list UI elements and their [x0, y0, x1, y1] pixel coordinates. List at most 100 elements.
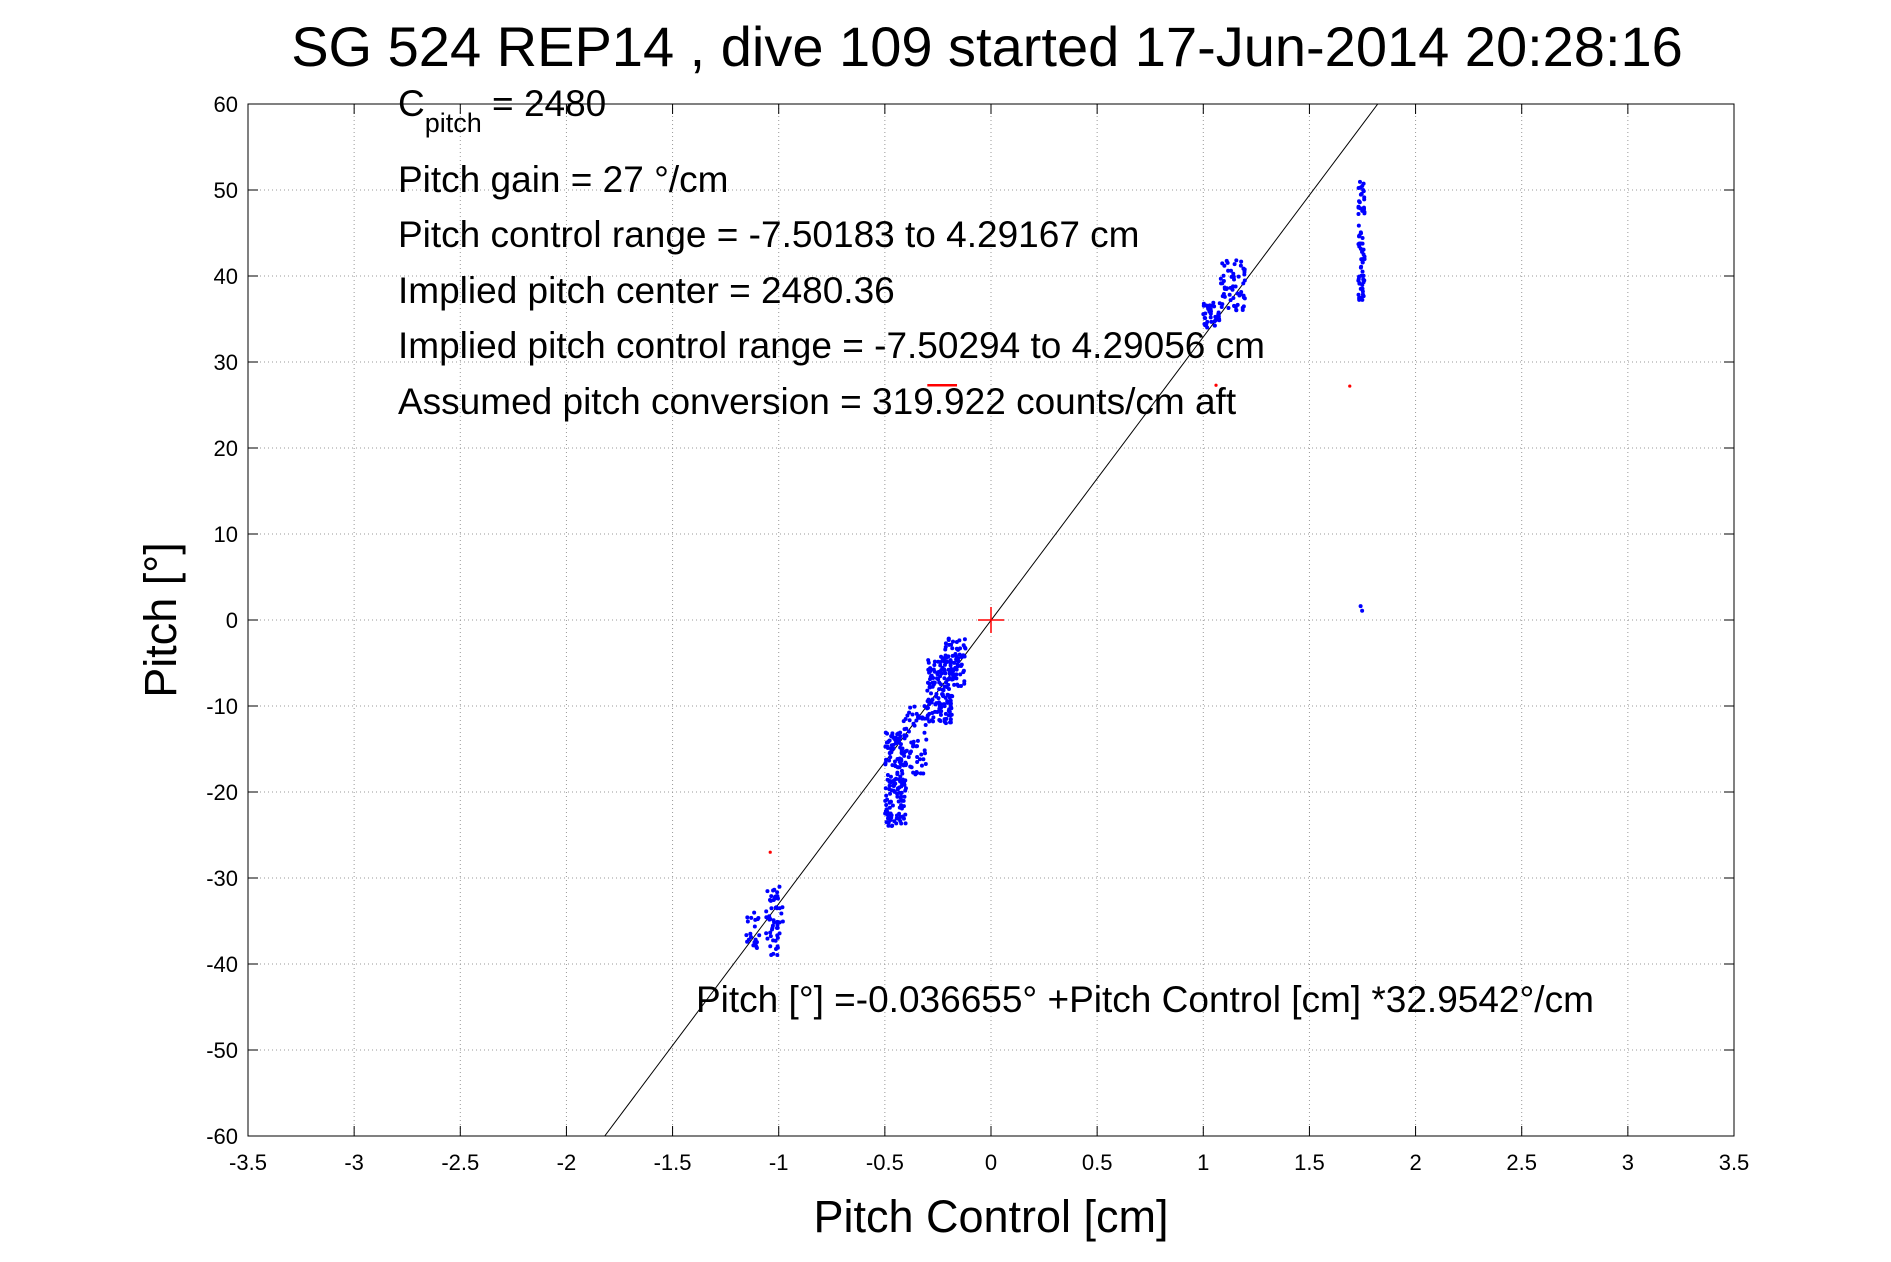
blue-data-point	[1359, 257, 1364, 262]
blue-data-point	[959, 655, 964, 660]
blue-data-point	[764, 909, 769, 914]
blue-data-point	[949, 642, 954, 647]
blue-data-point	[1360, 292, 1365, 297]
x-tick-label: 1	[1197, 1150, 1209, 1175]
blue-data-point	[884, 793, 889, 798]
blue-data-point	[908, 705, 913, 710]
blue-data-point	[892, 763, 897, 768]
blue-data-point	[883, 786, 888, 791]
blue-data-point	[889, 780, 894, 785]
blue-data-point	[1219, 281, 1224, 286]
y-axis-label: Pitch [°]	[135, 542, 186, 698]
blue-data-point	[1202, 316, 1207, 321]
blue-data-point	[956, 684, 961, 689]
blue-data-point	[883, 760, 888, 765]
blue-data-point	[1358, 604, 1363, 609]
blue-data-point	[923, 761, 928, 766]
blue-data-point	[887, 738, 892, 743]
y-tick-label: 30	[214, 350, 238, 375]
blue-data-point	[894, 741, 899, 746]
y-tick-label: -60	[206, 1124, 238, 1149]
blue-data-point	[938, 660, 943, 665]
blue-data-point	[890, 803, 895, 808]
x-tick-label: -2	[557, 1150, 577, 1175]
blue-data-point	[926, 660, 931, 665]
blue-data-point	[912, 723, 917, 728]
blue-data-point	[901, 816, 906, 821]
blue-data-point	[961, 668, 966, 673]
blue-data-point	[1238, 292, 1243, 297]
blue-data-point	[900, 771, 905, 776]
blue-data-point	[942, 719, 947, 724]
blue-data-point	[899, 746, 904, 751]
blue-data-point	[958, 672, 963, 677]
blue-data-point	[929, 718, 934, 723]
blue-data-point	[1204, 322, 1209, 327]
blue-data-point	[930, 697, 935, 702]
blue-data-point	[1218, 276, 1223, 281]
blue-data-point	[942, 658, 947, 663]
blue-data-point	[1362, 197, 1367, 202]
blue-data-point	[942, 704, 947, 709]
blue-data-point	[903, 821, 908, 826]
blue-data-point	[1201, 312, 1206, 317]
blue-data-point	[898, 761, 903, 766]
blue-data-point	[884, 803, 889, 808]
blue-data-point	[924, 737, 929, 742]
blue-data-point	[1356, 223, 1361, 228]
blue-data-point	[1216, 312, 1221, 317]
blue-data-point	[933, 702, 938, 707]
x-tick-label: -2.5	[441, 1150, 479, 1175]
blue-data-point	[919, 752, 924, 757]
blue-data-point	[888, 755, 893, 760]
blue-data-point	[1222, 286, 1227, 291]
blue-data-point	[917, 715, 922, 720]
blue-data-point	[1231, 296, 1236, 301]
blue-data-point	[888, 774, 893, 779]
plot-frame	[247, 103, 1735, 1137]
blue-data-point	[954, 646, 959, 651]
blue-data-point	[943, 644, 948, 649]
blue-data-point	[886, 823, 891, 828]
blue-data-point	[770, 923, 775, 928]
x-tick-label: -3	[344, 1150, 364, 1175]
blue-data-point	[957, 638, 962, 643]
blue-data-point	[899, 790, 904, 795]
blue-data-point	[947, 707, 952, 712]
blue-data-point	[889, 823, 894, 828]
blue-data-point	[915, 760, 920, 765]
blue-data-point	[772, 920, 777, 925]
blue-data-point	[752, 924, 757, 929]
blue-data-point	[927, 685, 932, 690]
blue-data-point	[780, 905, 785, 910]
blue-data-point	[1232, 262, 1237, 267]
blue-data-point	[1206, 306, 1211, 311]
blue-data-point	[1236, 274, 1241, 279]
blue-data-point	[769, 953, 774, 958]
blue-data-point	[773, 938, 778, 943]
blue-data-point	[896, 731, 901, 736]
annotation-cpitch-sub: pitch	[425, 108, 482, 138]
blue-data-point	[1361, 205, 1366, 210]
blue-data-point	[1210, 303, 1215, 308]
blue-data-point	[1241, 281, 1246, 286]
blue-data-point	[1360, 260, 1365, 265]
blue-data-point	[948, 720, 953, 725]
blue-data-point	[1357, 179, 1362, 184]
x-tick-label: -3.5	[229, 1150, 267, 1175]
blue-data-point	[903, 716, 908, 721]
blue-data-point	[1360, 608, 1365, 613]
blue-data-point	[1241, 266, 1246, 271]
blue-data-point	[934, 676, 939, 681]
blue-data-point	[954, 676, 959, 681]
blue-data-point	[1357, 281, 1362, 286]
blue-data-point	[768, 934, 773, 939]
blue-data-point	[757, 933, 762, 938]
blue-data-point	[1358, 286, 1363, 291]
blue-data-point	[936, 700, 941, 705]
blue-data-point	[891, 746, 896, 751]
x-tick-label: -1	[769, 1150, 789, 1175]
blue-data-point	[911, 739, 916, 744]
blue-data-point	[939, 671, 944, 676]
